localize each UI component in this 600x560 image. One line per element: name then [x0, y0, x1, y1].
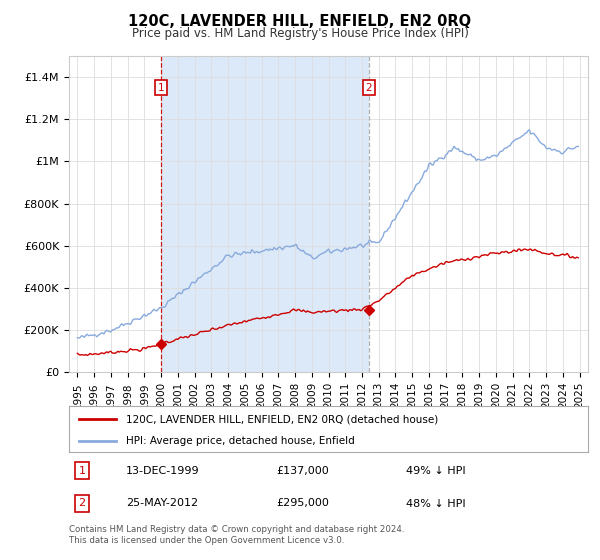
Text: HPI: Average price, detached house, Enfield: HPI: Average price, detached house, Enfi…: [126, 436, 355, 446]
Text: 2: 2: [366, 83, 373, 92]
Text: 48% ↓ HPI: 48% ↓ HPI: [406, 498, 466, 508]
Text: 25-MAY-2012: 25-MAY-2012: [126, 498, 198, 508]
Text: Contains HM Land Registry data © Crown copyright and database right 2024.
This d: Contains HM Land Registry data © Crown c…: [69, 525, 404, 545]
Text: £137,000: £137,000: [277, 466, 329, 476]
Text: £295,000: £295,000: [277, 498, 329, 508]
Text: 1: 1: [158, 83, 164, 92]
Text: 2: 2: [79, 498, 86, 508]
Text: 1: 1: [79, 466, 85, 476]
Text: Price paid vs. HM Land Registry's House Price Index (HPI): Price paid vs. HM Land Registry's House …: [131, 27, 469, 40]
Text: 120C, LAVENDER HILL, ENFIELD, EN2 0RQ (detached house): 120C, LAVENDER HILL, ENFIELD, EN2 0RQ (d…: [126, 414, 439, 424]
Bar: [161, 56, 369, 372]
Text: 49% ↓ HPI: 49% ↓ HPI: [406, 466, 466, 476]
Text: 120C, LAVENDER HILL, ENFIELD, EN2 0RQ: 120C, LAVENDER HILL, ENFIELD, EN2 0RQ: [128, 14, 472, 29]
Text: 13-DEC-1999: 13-DEC-1999: [126, 466, 200, 476]
